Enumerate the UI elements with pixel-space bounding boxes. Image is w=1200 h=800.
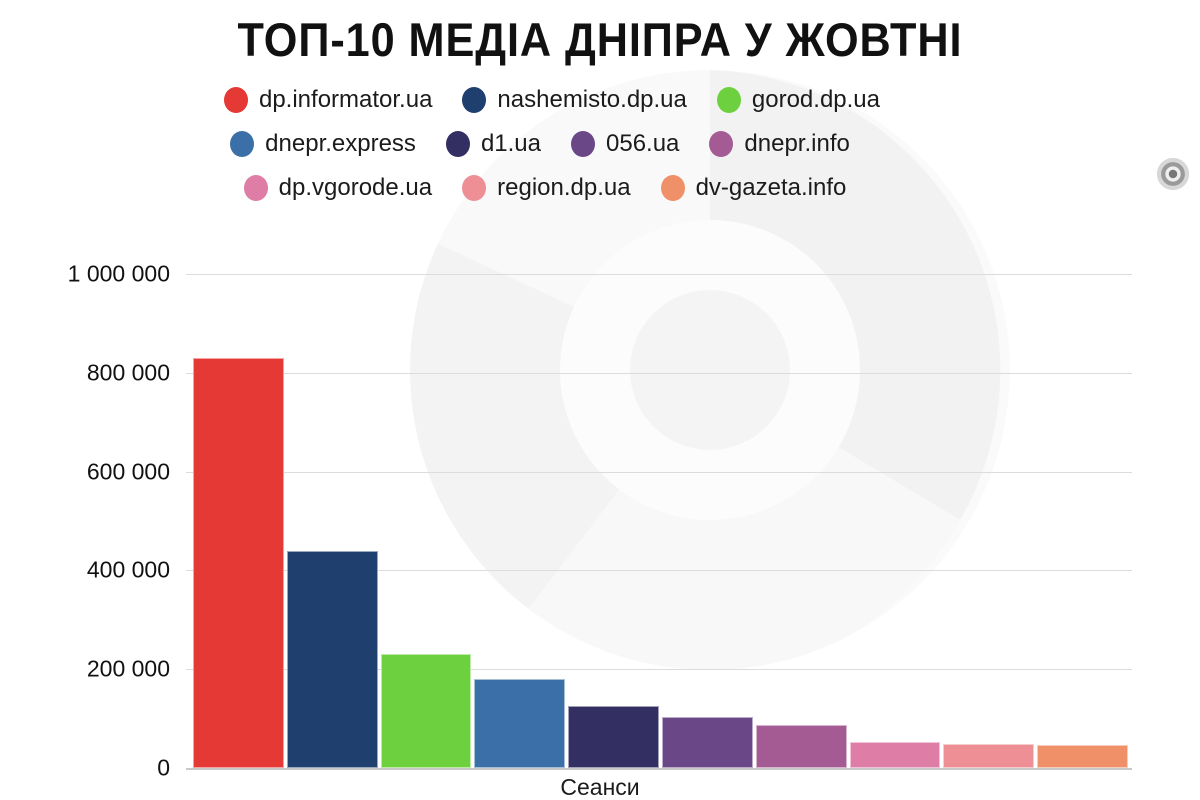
bar[interactable] <box>380 654 472 768</box>
legend-swatch-icon <box>462 87 487 113</box>
legend-item-dnepr-info[interactable]: dnepr.info <box>709 130 850 158</box>
legend-label: gorod.dp.ua <box>751 86 880 113</box>
x-axis-title: Сеанси <box>560 774 640 800</box>
legend-label: 056.ua <box>606 130 680 157</box>
legend-swatch-icon <box>230 131 255 157</box>
legend-item-056-ua[interactable]: 056.ua <box>571 130 679 158</box>
bar[interactable] <box>849 742 941 768</box>
y-tick-label: 600 000 <box>86 458 170 485</box>
bar[interactable] <box>943 744 1035 768</box>
bar[interactable] <box>193 357 284 768</box>
y-tick-label: 400 000 <box>86 556 170 583</box>
legend-item-nashemisto-dp-ua[interactable]: nashemisto.dp.ua <box>462 86 687 114</box>
bar[interactable] <box>568 706 659 768</box>
legend-swatch-icon <box>445 131 470 157</box>
legend-swatch-icon <box>660 175 685 201</box>
x-axis-baseline <box>186 768 1132 770</box>
legend-label: dp.vgorode.ua <box>278 174 433 201</box>
legend-label: dv-gazeta.info <box>695 174 847 201</box>
legend-swatch-icon <box>716 87 741 113</box>
legend-swatch-icon <box>709 131 734 157</box>
bar[interactable] <box>755 725 847 768</box>
legend-swatch-icon <box>462 175 487 201</box>
legend-label: nashemisto.dp.ua <box>497 86 687 113</box>
legend-swatch-icon <box>223 87 248 113</box>
legend-label: region.dp.ua <box>497 174 631 201</box>
legend-label: d1.ua <box>480 130 541 157</box>
legend-label: dnepr.info <box>744 130 850 157</box>
legend-row-1: dp.informator.ua nashemisto.dp.ua gorod.… <box>0 78 1200 122</box>
legend-swatch-icon <box>243 175 268 201</box>
y-tick-label: 1 000 000 <box>67 260 170 287</box>
legend-item-region-dp-ua[interactable]: region.dp.ua <box>462 174 631 202</box>
bar[interactable] <box>474 679 566 768</box>
y-tick-label: 800 000 <box>86 359 170 386</box>
bar-series <box>193 0 1131 768</box>
legend-row-2: dnepr.express d1.ua 056.ua dnepr.info <box>0 122 1200 166</box>
legend-item-dnepr-express[interactable]: dnepr.express <box>230 130 416 158</box>
legend-label: dp.informator.ua <box>258 86 433 113</box>
legend-item-dp-vgorode-ua[interactable]: dp.vgorode.ua <box>243 174 433 202</box>
bar[interactable] <box>286 550 378 768</box>
chart-legend: dp.informator.ua nashemisto.dp.ua gorod.… <box>0 78 1200 210</box>
legend-row-3: dp.vgorode.ua region.dp.ua dv-gazeta.inf… <box>0 166 1200 210</box>
y-tick-label: 0 <box>157 754 170 781</box>
legend-item-dp-informator-ua[interactable]: dp.informator.ua <box>223 86 433 114</box>
legend-label: dnepr.express <box>265 130 416 157</box>
legend-item-dv-gazeta-info[interactable]: dv-gazeta.info <box>660 174 847 202</box>
legend-swatch-icon <box>571 131 595 157</box>
legend-item-gorod-dp-ua[interactable]: gorod.dp.ua <box>716 86 880 114</box>
bar[interactable] <box>1037 744 1128 768</box>
legend-item-d1-ua[interactable]: d1.ua <box>445 130 541 158</box>
y-tick-label: 200 000 <box>86 655 170 682</box>
page-title: ТОП-10 МЕДІА ДНІПРА У ЖОВТНІ <box>237 13 963 66</box>
y-axis: 0 200 000 400 000 600 000 800 000 1 000 000 <box>0 0 180 800</box>
informator-lens-logo-icon <box>1156 157 1190 191</box>
bar[interactable] <box>662 717 753 768</box>
